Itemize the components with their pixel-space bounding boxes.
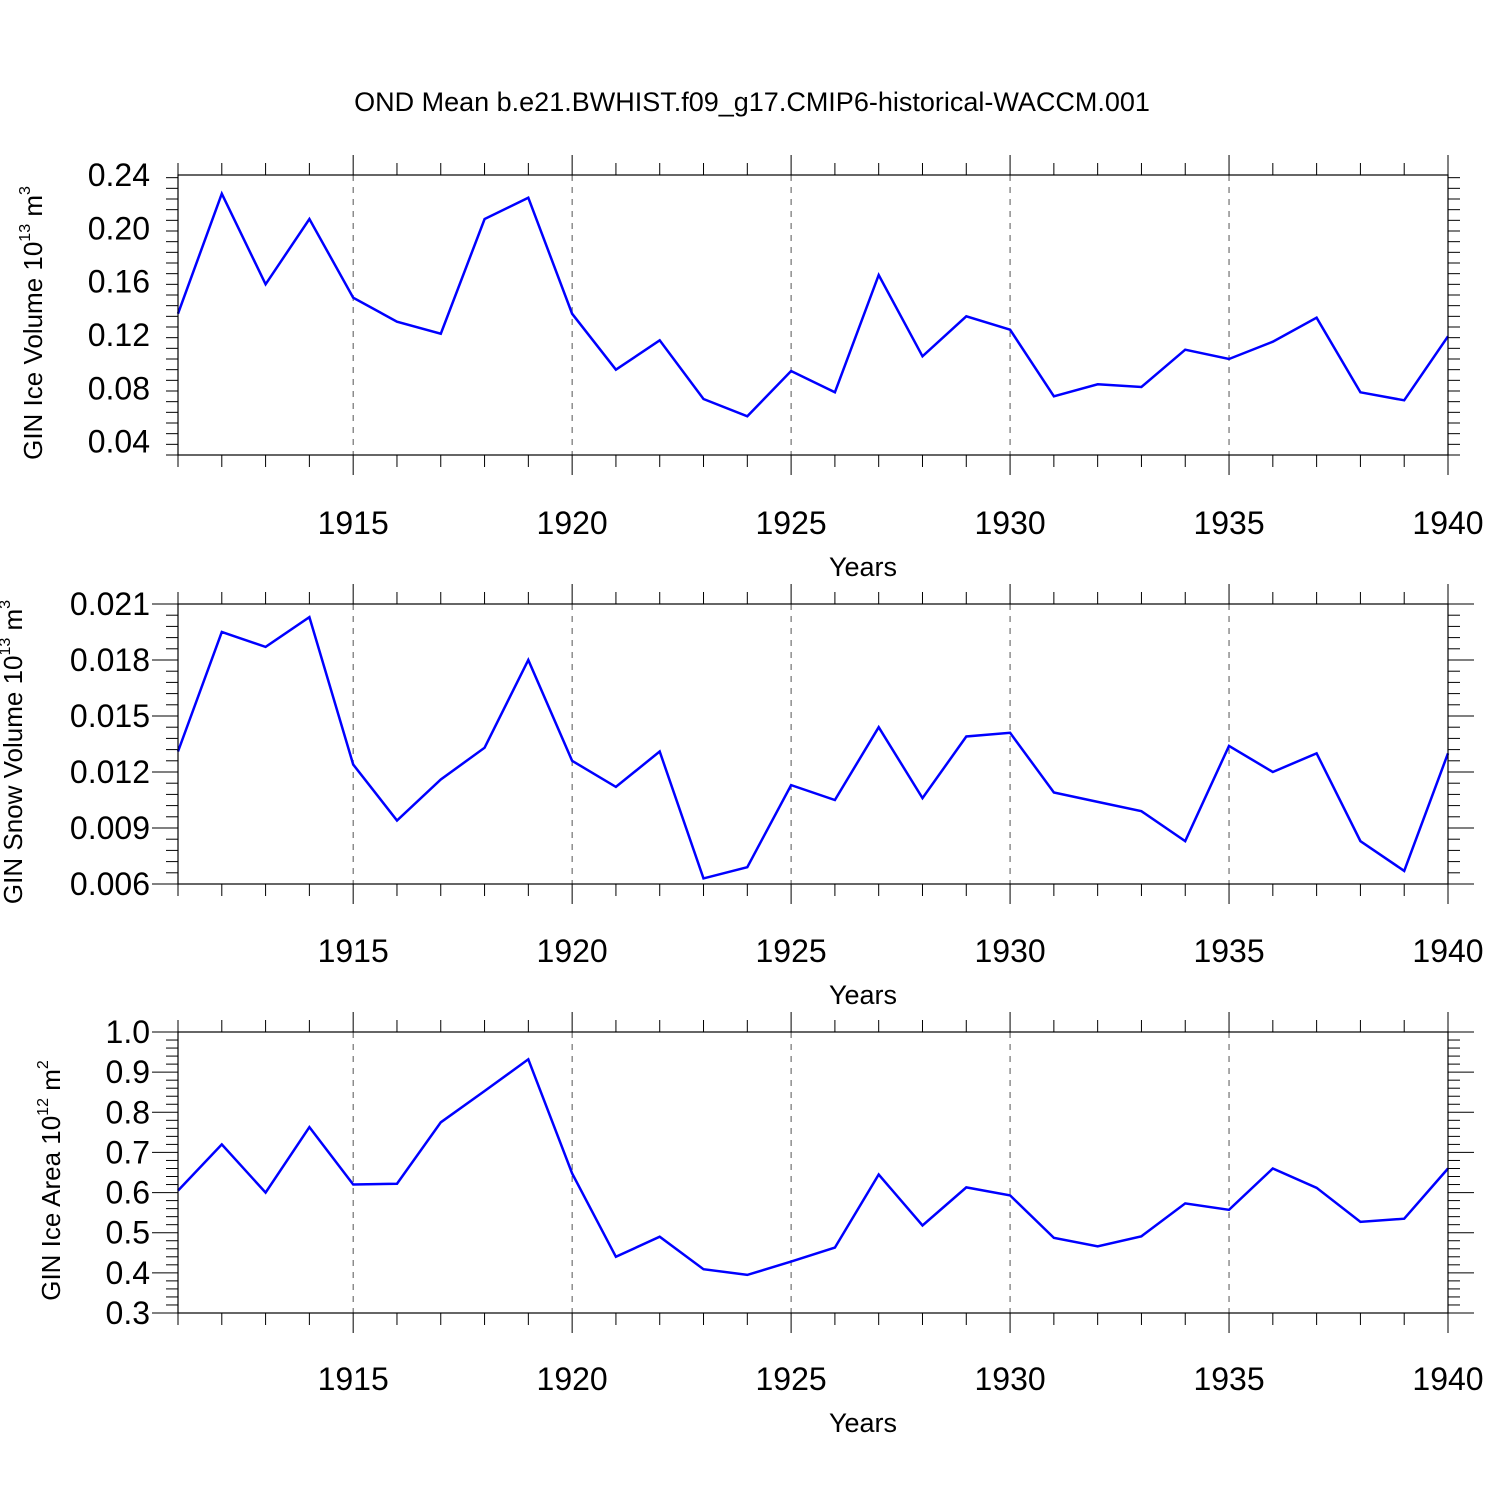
x-tick-label: 1940 xyxy=(1412,933,1483,969)
y-tick-label: 0.5 xyxy=(106,1215,150,1251)
y-tick-label: 0.8 xyxy=(106,1094,150,1130)
x-tick-label: 1915 xyxy=(318,1361,389,1397)
y-axis-label-exponent: 12 xyxy=(35,1098,52,1116)
x-tick-label: 1935 xyxy=(1193,505,1264,541)
y-tick-label: 0.006 xyxy=(70,866,150,902)
y-axis-label-exponent: 13 xyxy=(0,638,14,656)
plot-frame xyxy=(177,1031,1449,1314)
y-tick-label: 0.08 xyxy=(88,370,150,406)
y-axis-label-text: GIN Ice Volume 10 xyxy=(18,242,48,460)
panel-ice-area: 0.3 0.4 0.5 0.6 0.7 0.8 0.9 1.0 1915 1920 1925 1930… xyxy=(35,1012,1484,1438)
y-tick-label: 1.0 xyxy=(106,1014,150,1050)
series-line xyxy=(177,1057,1449,1277)
x-axis-label: Years xyxy=(829,1408,897,1438)
y-tick-label: 0.24 xyxy=(88,157,150,193)
x-tick-label: 1915 xyxy=(318,505,389,541)
x-tick-label: 1920 xyxy=(537,505,608,541)
y-axis-label-unit-exponent: 3 xyxy=(0,600,14,609)
y-axis-label-text: GIN Ice Area 10 xyxy=(36,1116,66,1301)
series-line xyxy=(176,190,1450,418)
x-tick-label: 1925 xyxy=(756,933,827,969)
y-axis-label-unit-exponent: 2 xyxy=(35,1060,52,1069)
y-axis-label: GIN Snow Volume 1013 m3 xyxy=(0,600,28,904)
x-axis-label: Years xyxy=(829,552,897,582)
y-tick-label: 0.6 xyxy=(106,1175,150,1211)
x-tick-label: 1935 xyxy=(1193,933,1264,969)
panel-snow-volume: 0.006 0.009 0.012 0.015 0.018 0.021 1915 1920 19… xyxy=(0,584,1484,1010)
x-tick-label: 1915 xyxy=(318,933,389,969)
x-tick-label: 1940 xyxy=(1412,1361,1483,1397)
y-tick-label: 0.3 xyxy=(106,1295,150,1331)
y-tick-label: 0.021 xyxy=(70,586,150,622)
x-tick-label: 1925 xyxy=(756,505,827,541)
y-tick-label: 0.20 xyxy=(88,210,150,246)
panel-ice-volume: 0.04 0.08 0.12 0.16 0.20 0.24 1915 1920 1925 1930… xyxy=(17,155,1484,582)
y-axis-label-unit: m xyxy=(36,1069,66,1098)
plot-frame xyxy=(177,603,1449,885)
x-tick-label: 1930 xyxy=(974,1361,1045,1397)
y-tick-label: 0.015 xyxy=(70,698,150,734)
y-tick-label: 0.9 xyxy=(106,1054,150,1090)
y-axis-label-unit: m xyxy=(18,195,48,224)
y-tick-label: 0.4 xyxy=(106,1255,150,1291)
y-axis-label-unit-exponent: 3 xyxy=(17,186,34,195)
x-tick-label: 1925 xyxy=(756,1361,827,1397)
x-tick-label: 1930 xyxy=(974,933,1045,969)
x-axis-label: Years xyxy=(829,980,897,1010)
y-tick-label: 0.009 xyxy=(70,810,150,846)
y-axis-label-text: GIN Snow Volume 10 xyxy=(0,656,28,905)
y-axis-label-exponent: 13 xyxy=(17,224,34,242)
y-tick-label: 0.04 xyxy=(88,424,150,460)
y-axis-label: GIN Ice Area 1012 m2 xyxy=(35,1060,66,1301)
y-axis-label: GIN Ice Volume 1013 m3 xyxy=(17,186,48,460)
x-tick-label: 1935 xyxy=(1193,1361,1264,1397)
x-tick-label: 1940 xyxy=(1412,505,1483,541)
plot-frame xyxy=(177,174,1449,456)
x-tick-label: 1920 xyxy=(537,1361,608,1397)
series-line xyxy=(176,615,1450,880)
y-axis-label-unit: m xyxy=(0,609,28,638)
x-tick-label: 1930 xyxy=(974,505,1045,541)
y-tick-label: 0.16 xyxy=(88,264,150,300)
x-tick-label: 1920 xyxy=(537,933,608,969)
y-tick-label: 0.018 xyxy=(70,642,150,678)
figure-title: OND Mean b.e21.BWHIST.f09_g17.CMIP6-hist… xyxy=(354,87,1150,117)
y-tick-label: 0.12 xyxy=(88,317,150,353)
y-tick-label: 0.012 xyxy=(70,754,150,790)
y-tick-label: 0.7 xyxy=(106,1134,150,1170)
